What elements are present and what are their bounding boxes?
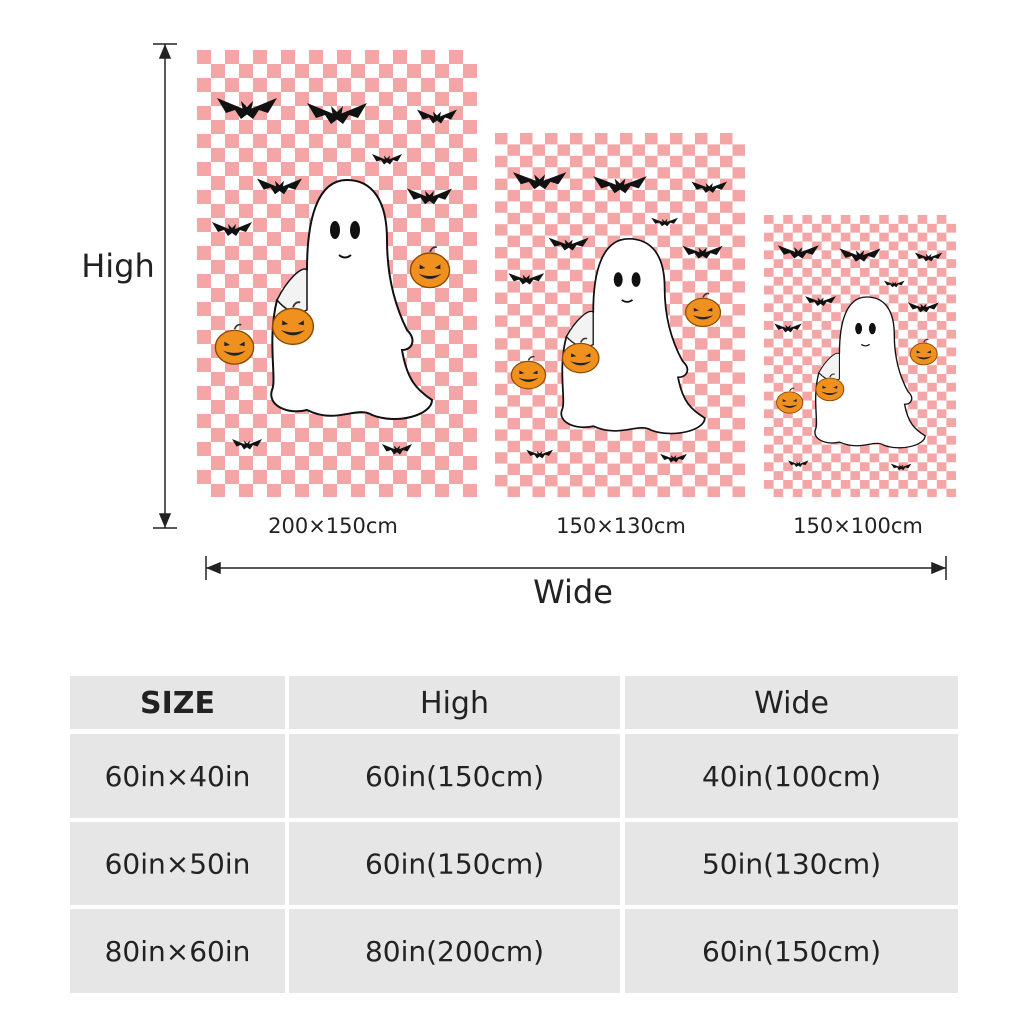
size-label: 200×150cm [268,514,398,538]
blanket-small [764,215,956,497]
height-arrow [153,43,177,529]
cell-text: 60in(150cm) [365,848,544,881]
height-label: High [81,247,155,285]
cell-text: 80in×60in [105,935,251,968]
table-cell [289,909,620,993]
width-arrow [205,556,947,580]
cell-text: 60in×50in [105,848,251,881]
header-text: Wide [754,686,829,721]
cell-text: 60in(150cm) [365,760,544,793]
cell-text: 60in(150cm) [702,935,881,968]
header-text: High [420,686,489,721]
table-cell [70,822,285,905]
table-header-cell [625,676,958,729]
cell-text: 50in(130cm) [702,848,881,881]
table-cell [289,734,620,818]
header-text: SIZE [140,686,215,721]
size-table: SIZE High Wide 60in×40in 60in(150cm) 40in(100… [70,676,958,993]
table-cell [625,822,958,905]
cell-text: 40in(100cm) [702,760,881,793]
blanket-medium [495,133,745,497]
table-cell [70,909,285,993]
table-header-cell [289,676,620,729]
size-label: 150×130cm [556,514,686,538]
table-cell [289,822,620,905]
table-cell [625,909,958,993]
cell-text: 60in×40in [105,760,251,793]
size-label: 150×100cm [793,514,923,538]
blanket-large [197,50,477,497]
width-label: Wide [533,573,613,611]
table-cell [625,734,958,818]
table-header-cell [70,676,285,729]
table-cell [70,734,285,818]
cell-text: 80in(200cm) [365,935,544,968]
